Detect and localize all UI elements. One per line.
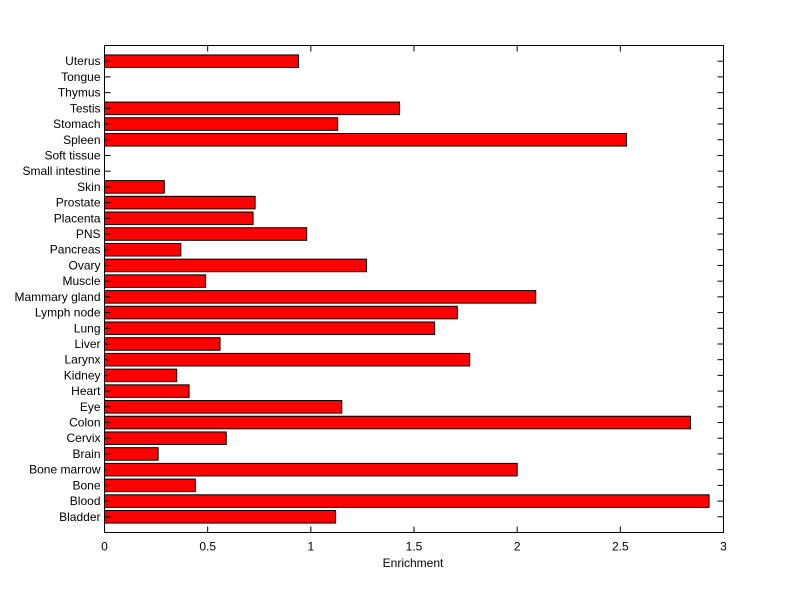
y-tick-label: Thymus xyxy=(58,86,101,100)
bar-larynx xyxy=(104,352,471,367)
bar-bone-marrow xyxy=(104,462,518,477)
x-tick-label: 2 xyxy=(514,540,521,554)
bar-pancreas xyxy=(104,242,182,257)
x-tick-label: 3 xyxy=(720,540,727,554)
bar-bladder xyxy=(104,510,337,524)
y-tick-label: Ovary xyxy=(68,258,100,272)
y-tick-label: Liver xyxy=(74,337,100,351)
bar-colon xyxy=(104,415,691,430)
y-tick-label: Lung xyxy=(74,321,101,335)
bar-brain xyxy=(104,447,159,461)
x-tick-label: 1.5 xyxy=(406,540,423,554)
y-tick-label: Bladder xyxy=(59,510,100,524)
y-tick-label: Lymph node xyxy=(35,306,101,320)
bar-pns xyxy=(104,227,308,241)
y-tick-label: Skin xyxy=(77,180,100,194)
plot-area-frame xyxy=(104,45,724,533)
x-tick-label: 0 xyxy=(101,540,108,554)
y-tick-label: Testis xyxy=(70,101,101,115)
bars-layer xyxy=(104,54,710,524)
bar-cervix xyxy=(104,431,227,446)
y-tick-label: Mammary gland xyxy=(14,290,100,304)
bar-muscle xyxy=(104,274,207,288)
y-tick-label: Uterus xyxy=(65,54,100,68)
bar-heart xyxy=(104,384,190,398)
bar-kidney xyxy=(104,368,178,383)
bar-liver xyxy=(104,337,221,351)
y-tick-label: Stomach xyxy=(53,117,100,131)
y-tick-label: Blood xyxy=(70,494,101,508)
y-tick-label: Colon xyxy=(69,416,100,430)
y-tick-label: Bone marrow xyxy=(29,463,101,477)
bar-placenta xyxy=(104,211,254,226)
bar-lymph-node xyxy=(104,305,458,320)
y-tick-label: Prostate xyxy=(56,196,101,210)
y-tick-label: Larynx xyxy=(64,353,100,367)
y-tick-label: Muscle xyxy=(62,274,100,288)
bar-mammary-gland xyxy=(104,290,537,304)
x-tick-label: 1 xyxy=(307,540,314,554)
bar-uterus xyxy=(104,54,299,68)
y-tick-label: Small intestine xyxy=(22,164,100,178)
y-tick-label: Heart xyxy=(71,384,101,398)
bar-skin xyxy=(104,180,165,194)
y-tick-label: Kidney xyxy=(64,368,101,382)
y-tick-label: Tongue xyxy=(61,70,101,84)
y-tick-label: Pancreas xyxy=(50,243,101,257)
x-tick-label: 0.5 xyxy=(199,540,216,554)
y-tick-label: Soft tissue xyxy=(44,148,100,162)
bar-prostate xyxy=(104,195,256,210)
x-tick-label: 2.5 xyxy=(612,540,629,554)
y-tick-label: PNS xyxy=(76,227,101,241)
bar-bone xyxy=(104,478,196,493)
bar-spleen xyxy=(104,132,628,147)
bar-blood xyxy=(104,494,710,508)
y-tick-label: Spleen xyxy=(63,133,100,147)
bar-lung xyxy=(104,321,436,336)
y-tick-label: Eye xyxy=(80,400,101,414)
y-tick-label: Brain xyxy=(72,447,100,461)
bar-eye xyxy=(104,400,343,414)
bar-ovary xyxy=(104,258,368,273)
x-axis-label: Enrichment xyxy=(383,556,444,570)
y-tick-label: Bone xyxy=(72,478,100,492)
y-tick-label: Placenta xyxy=(54,211,101,225)
bar-stomach xyxy=(104,117,339,131)
bar-testis xyxy=(104,101,401,116)
y-tick-label: Cervix xyxy=(66,431,100,445)
